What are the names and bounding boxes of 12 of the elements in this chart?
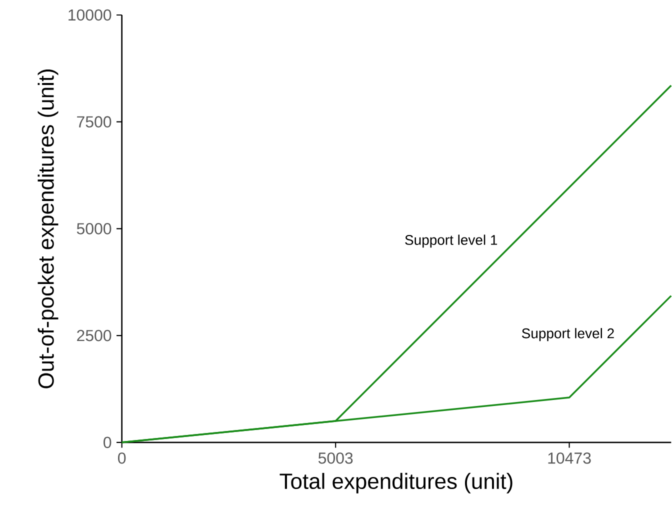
y-tick-label: 7500 xyxy=(77,116,112,128)
x-tick-label: 10473 xyxy=(548,452,591,464)
x-tick-label: 5003 xyxy=(318,452,353,464)
series-label: Support level 2 xyxy=(522,328,614,341)
series-label: Support level 1 xyxy=(405,234,498,248)
y-tick-label: 2500 xyxy=(77,330,112,342)
y-tick-label: 10000 xyxy=(68,9,112,20)
y-tick-label: 0 xyxy=(104,436,112,448)
x-axis-title: Total expenditures (unit) xyxy=(280,472,512,494)
x-tick-label: 0 xyxy=(118,452,126,464)
y-axis-title: Out-of-pocket expenditures (unit) xyxy=(38,69,58,388)
y-tick-label: 5000 xyxy=(76,222,112,234)
